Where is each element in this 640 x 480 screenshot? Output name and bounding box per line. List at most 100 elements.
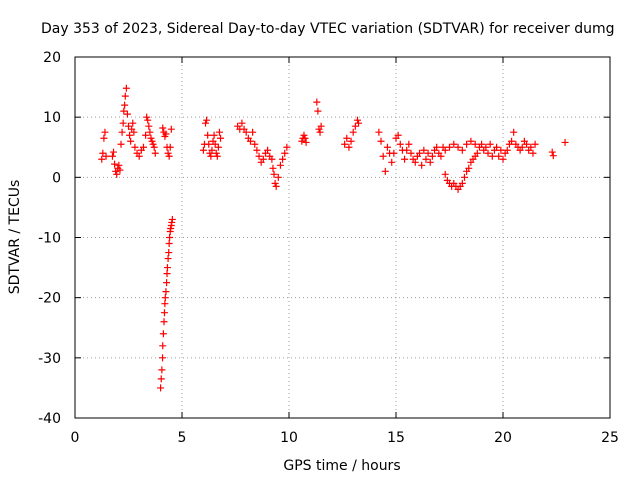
data-point xyxy=(343,134,351,142)
data-point xyxy=(379,152,387,160)
y-tick-label: -20 xyxy=(38,291,61,307)
data-point xyxy=(161,294,169,302)
data-point xyxy=(207,152,215,160)
data-point xyxy=(159,124,167,132)
data-point xyxy=(298,137,306,145)
data-point xyxy=(202,119,210,127)
data-point xyxy=(523,140,531,148)
data-point xyxy=(450,140,458,148)
data-point xyxy=(264,146,272,154)
data-point xyxy=(270,170,278,178)
data-point xyxy=(259,155,267,163)
data-point xyxy=(212,149,220,157)
data-point xyxy=(497,146,505,154)
data-point xyxy=(165,152,173,160)
data-point xyxy=(271,179,279,187)
data-point xyxy=(157,384,165,392)
data-point xyxy=(166,143,174,151)
data-point xyxy=(125,122,132,130)
data-point xyxy=(454,143,462,151)
data-point xyxy=(473,149,481,157)
data-point xyxy=(118,128,126,136)
data-point xyxy=(168,215,176,223)
data-point xyxy=(465,164,473,172)
data-point xyxy=(279,155,287,163)
data-point xyxy=(148,137,156,145)
y-axis-label: SDTVAR / TECUs xyxy=(7,180,23,295)
data-point xyxy=(251,140,259,148)
data-point xyxy=(165,249,173,257)
data-point xyxy=(116,166,124,174)
data-point xyxy=(126,131,134,139)
data-point xyxy=(411,158,419,166)
data-point xyxy=(210,131,218,139)
data-point xyxy=(394,131,402,139)
data-point xyxy=(499,155,507,163)
data-point xyxy=(160,318,168,326)
data-point xyxy=(268,155,276,163)
data-point xyxy=(121,92,129,100)
data-point xyxy=(422,155,430,163)
axis-ticks: 0 5 10 15 20 25 -40 -30 -20 -10 0 10 20 xyxy=(38,50,619,446)
x-tick-label: 15 xyxy=(387,430,405,446)
data-point xyxy=(119,119,127,127)
data-point xyxy=(157,375,165,383)
data-point xyxy=(345,143,353,151)
data-points xyxy=(98,84,569,392)
data-point xyxy=(143,113,151,121)
data-point xyxy=(163,279,171,287)
y-tick-label: 20 xyxy=(43,50,61,66)
data-point xyxy=(163,264,171,272)
x-axis-label: GPS time / hours xyxy=(283,458,400,474)
data-point xyxy=(484,149,492,157)
data-point xyxy=(467,137,475,145)
data-point xyxy=(127,137,135,145)
data-point xyxy=(122,84,130,92)
data-point xyxy=(249,128,257,136)
data-point xyxy=(281,149,289,157)
data-point xyxy=(166,234,174,241)
data-point xyxy=(269,164,277,172)
data-point xyxy=(531,140,539,148)
data-point xyxy=(316,128,324,136)
y-tick-label: -30 xyxy=(38,351,61,367)
data-point xyxy=(159,342,167,350)
data-point xyxy=(165,240,173,248)
data-point xyxy=(130,128,138,136)
data-point xyxy=(147,134,155,142)
y-tick-label: 10 xyxy=(43,110,61,126)
data-point xyxy=(217,134,225,142)
data-point xyxy=(168,218,176,226)
data-point xyxy=(418,161,426,169)
data-point xyxy=(146,128,154,136)
data-point xyxy=(99,149,107,157)
data-point xyxy=(131,143,139,151)
data-point xyxy=(164,149,172,157)
data-point xyxy=(420,146,428,154)
data-point xyxy=(158,366,166,374)
data-point xyxy=(301,134,309,142)
data-point xyxy=(529,149,537,157)
data-point xyxy=(302,138,310,146)
data-point xyxy=(428,152,436,160)
data-point xyxy=(478,140,486,148)
y-tick-label: -40 xyxy=(38,411,61,427)
data-point xyxy=(548,148,556,156)
data-point xyxy=(353,116,361,124)
data-point xyxy=(493,143,501,151)
data-point xyxy=(151,149,159,157)
data-point xyxy=(458,146,466,154)
data-point xyxy=(162,130,170,138)
data-point xyxy=(205,140,213,148)
data-point xyxy=(203,116,211,124)
data-point xyxy=(401,155,409,163)
data-point xyxy=(115,161,123,169)
data-point xyxy=(213,152,221,160)
data-point xyxy=(283,143,291,151)
data-point xyxy=(437,152,445,160)
data-point xyxy=(255,152,263,160)
data-point xyxy=(159,330,167,338)
data-point xyxy=(503,146,511,154)
data-point xyxy=(100,134,108,142)
data-point xyxy=(460,173,468,181)
